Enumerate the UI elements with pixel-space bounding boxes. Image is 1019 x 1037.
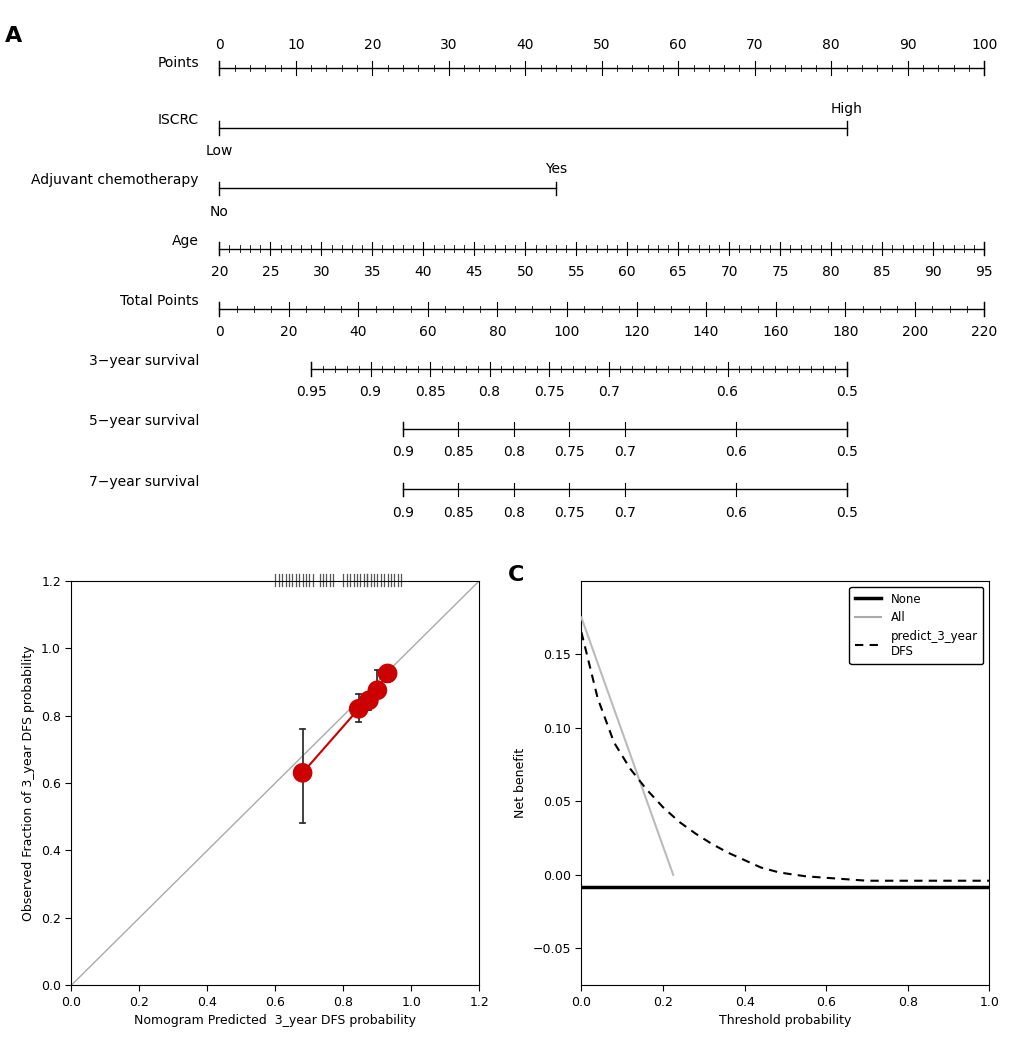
Text: A: A xyxy=(5,26,22,46)
Text: 0.8: 0.8 xyxy=(502,446,525,459)
Text: Yes: Yes xyxy=(544,162,567,176)
Text: 70: 70 xyxy=(745,37,763,52)
Text: 40: 40 xyxy=(350,325,367,339)
Text: 0: 0 xyxy=(215,325,223,339)
Text: 200: 200 xyxy=(901,325,927,339)
Text: 160: 160 xyxy=(761,325,788,339)
X-axis label: Threshold probability: Threshold probability xyxy=(718,1014,851,1027)
Text: 60: 60 xyxy=(419,325,436,339)
Text: 65: 65 xyxy=(668,264,687,279)
Text: Total Points: Total Points xyxy=(120,293,199,308)
Legend: None, All, predict_3_year
DFS: None, All, predict_3_year DFS xyxy=(848,587,982,665)
Text: 0.7: 0.7 xyxy=(597,385,619,399)
Text: 0.85: 0.85 xyxy=(415,385,445,399)
Text: 0.8: 0.8 xyxy=(502,506,525,520)
Text: 120: 120 xyxy=(623,325,649,339)
Text: 0.5: 0.5 xyxy=(835,385,857,399)
Text: ISCRC: ISCRC xyxy=(158,113,199,128)
Text: 30: 30 xyxy=(312,264,330,279)
Text: 0.75: 0.75 xyxy=(533,385,564,399)
Text: 0.9: 0.9 xyxy=(360,385,381,399)
Text: Adjuvant chemotherapy: Adjuvant chemotherapy xyxy=(32,173,199,188)
Text: 10: 10 xyxy=(286,37,305,52)
Text: Age: Age xyxy=(172,233,199,248)
Y-axis label: Observed Fraction of 3_year DFS probability: Observed Fraction of 3_year DFS probabil… xyxy=(22,645,36,921)
Text: 95: 95 xyxy=(974,264,993,279)
Text: 20: 20 xyxy=(210,264,228,279)
Text: 50: 50 xyxy=(516,264,534,279)
Text: 220: 220 xyxy=(970,325,997,339)
Text: 20: 20 xyxy=(363,37,381,52)
Text: 45: 45 xyxy=(465,264,483,279)
Text: 0.5: 0.5 xyxy=(835,446,857,459)
Text: 70: 70 xyxy=(719,264,738,279)
Text: 60: 60 xyxy=(668,37,687,52)
Text: 0.75: 0.75 xyxy=(553,506,584,520)
Text: High: High xyxy=(829,102,862,116)
Text: 0.75: 0.75 xyxy=(553,446,584,459)
Text: 55: 55 xyxy=(567,264,585,279)
X-axis label: Nomogram Predicted  3_year DFS probability: Nomogram Predicted 3_year DFS probabilit… xyxy=(135,1014,416,1027)
Text: 35: 35 xyxy=(363,264,381,279)
Text: 140: 140 xyxy=(692,325,718,339)
Point xyxy=(351,701,367,718)
Text: 180: 180 xyxy=(832,325,858,339)
Text: 40: 40 xyxy=(414,264,432,279)
Text: 100: 100 xyxy=(970,37,997,52)
Text: 30: 30 xyxy=(439,37,458,52)
Text: 0.6: 0.6 xyxy=(716,385,738,399)
Y-axis label: Net benefit: Net benefit xyxy=(514,748,527,818)
Text: 85: 85 xyxy=(872,264,891,279)
Text: 50: 50 xyxy=(592,37,610,52)
Text: 0.6: 0.6 xyxy=(723,446,746,459)
Text: 0.7: 0.7 xyxy=(613,446,635,459)
Point xyxy=(369,682,385,699)
Text: 0.8: 0.8 xyxy=(478,385,500,399)
Text: 0.5: 0.5 xyxy=(835,506,857,520)
Text: 90: 90 xyxy=(898,37,916,52)
Text: 0.9: 0.9 xyxy=(391,506,414,520)
Text: 60: 60 xyxy=(618,264,636,279)
Text: Low: Low xyxy=(206,144,232,159)
Text: 20: 20 xyxy=(280,325,298,339)
Text: 25: 25 xyxy=(261,264,279,279)
Text: 5−year survival: 5−year survival xyxy=(89,415,199,428)
Text: 7−year survival: 7−year survival xyxy=(89,475,199,488)
Text: 0.95: 0.95 xyxy=(296,385,326,399)
Text: 3−year survival: 3−year survival xyxy=(89,354,199,368)
Point xyxy=(361,692,377,708)
Text: 80: 80 xyxy=(488,325,505,339)
Text: No: No xyxy=(210,204,228,219)
Text: 75: 75 xyxy=(770,264,789,279)
Text: 0.6: 0.6 xyxy=(723,506,746,520)
Text: 80: 80 xyxy=(821,264,840,279)
Text: 100: 100 xyxy=(553,325,580,339)
Text: 40: 40 xyxy=(516,37,534,52)
Text: 0.7: 0.7 xyxy=(613,506,635,520)
Text: 0.85: 0.85 xyxy=(442,446,473,459)
Text: Points: Points xyxy=(157,56,199,69)
Text: 90: 90 xyxy=(923,264,942,279)
Point xyxy=(294,764,311,781)
Text: 0.85: 0.85 xyxy=(442,506,473,520)
Text: C: C xyxy=(507,564,524,585)
Text: 0: 0 xyxy=(215,37,223,52)
Text: 80: 80 xyxy=(821,37,840,52)
Text: 0.9: 0.9 xyxy=(391,446,414,459)
Point xyxy=(379,665,395,681)
